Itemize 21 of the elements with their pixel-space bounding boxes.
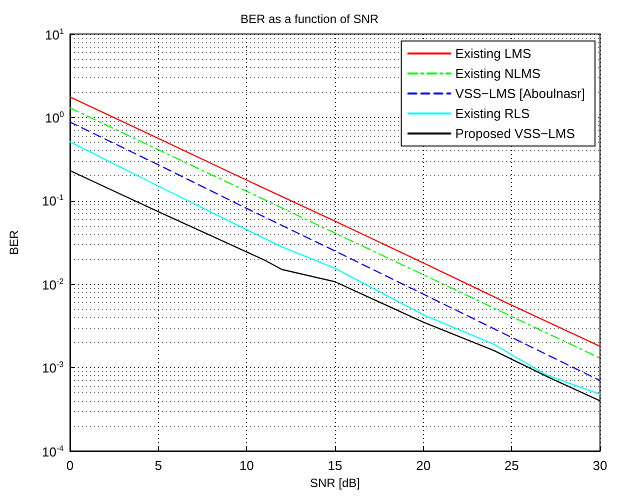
y-tick-label: 10$^{-2}$	[42, 276, 64, 292]
chart-title: BER as a function of SNR	[240, 12, 379, 26]
legend-label: Existing RLS	[455, 106, 530, 121]
x-tick-label: 25	[504, 458, 519, 473]
y-tick-label: 10$^{1}$	[45, 26, 64, 42]
legend-label: VSS−LMS [Aboulnasr]	[455, 86, 586, 101]
y-tick-label: 10$^{-1}$	[42, 193, 64, 209]
y-tick-label: 10$^{-3}$	[42, 360, 64, 376]
legend-label: Existing LMS	[455, 46, 532, 61]
x-tick-label: 15	[328, 458, 342, 473]
legend-label: Proposed VSS−LMS	[455, 126, 576, 141]
x-axis-title: SNR [dB]	[310, 476, 360, 490]
x-tick-label: 30	[592, 458, 608, 473]
x-tick-label: 5	[154, 458, 162, 473]
y-tick-label: 10$^{0}$	[45, 110, 64, 126]
x-tick-label: 20	[416, 458, 431, 473]
y-axis-title: BER	[7, 230, 21, 255]
x-tick-label: 0	[66, 458, 74, 473]
y-tick-label: 10$^{-4}$	[42, 444, 64, 459]
x-tick-label: 10	[239, 458, 254, 473]
legend-label: Existing NLMS	[455, 66, 541, 81]
